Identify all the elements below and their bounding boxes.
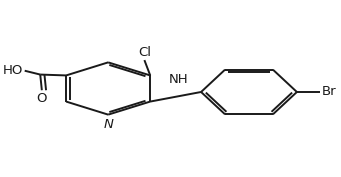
Text: Br: Br [322, 85, 336, 98]
Text: Cl: Cl [138, 46, 151, 59]
Text: N: N [104, 118, 114, 131]
Text: NH: NH [169, 73, 189, 86]
Text: HO: HO [3, 64, 23, 76]
Text: O: O [36, 92, 47, 105]
